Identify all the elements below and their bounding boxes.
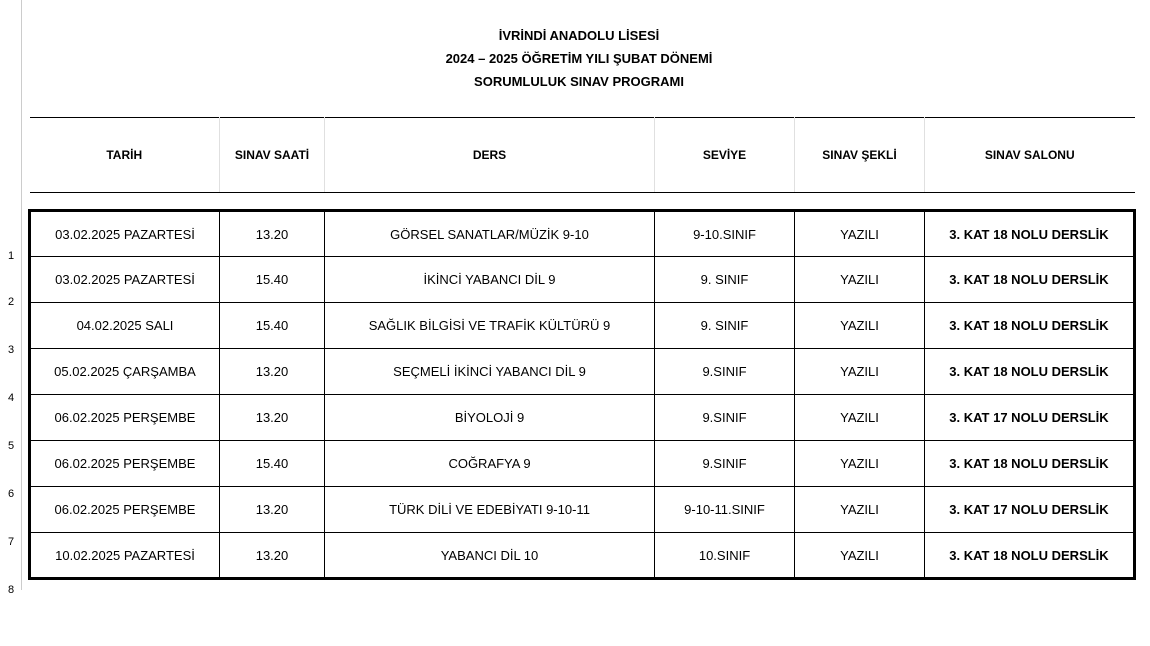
table-row: 06.02.2025 PERŞEMBE 15.40 COĞRAFYA 9 9.S… — [30, 441, 1135, 487]
document-content: İVRİNDİ ANADOLU LİSESİ 2024 – 2025 ÖĞRET… — [28, 10, 1130, 580]
cell-date: 04.02.2025 SALI — [30, 303, 220, 349]
cell-time: 13.20 — [220, 395, 325, 441]
cell-course: BİYOLOJİ 9 — [325, 395, 655, 441]
cell-room: 3. KAT 18 NOLU DERSLİK — [925, 303, 1135, 349]
cell-room: 3. KAT 18 NOLU DERSLİK — [925, 257, 1135, 303]
cell-type: YAZILI — [795, 257, 925, 303]
cell-course: SEÇMELİ İKİNCİ YABANCI DİL 9 — [325, 349, 655, 395]
cell-room: 3. KAT 18 NOLU DERSLİK — [925, 441, 1135, 487]
cell-type: YAZILI — [795, 349, 925, 395]
spacer-row — [30, 193, 1135, 211]
cell-time: 15.40 — [220, 303, 325, 349]
academic-year: 2024 – 2025 ÖĞRETİM YILI ŞUBAT DÖNEMİ — [28, 51, 1130, 66]
row-number: 3 — [0, 344, 22, 356]
cell-time: 15.40 — [220, 441, 325, 487]
cell-type: YAZILI — [795, 211, 925, 257]
cell-type: YAZILI — [795, 487, 925, 533]
cell-date: 03.02.2025 PAZARTESİ — [30, 211, 220, 257]
table-row: 03.02.2025 PAZARTESİ 13.20 GÖRSEL SANATL… — [30, 211, 1135, 257]
row-number: 7 — [0, 536, 22, 548]
cell-course: SAĞLIK BİLGİSİ VE TRAFİK KÜLTÜRÜ 9 — [325, 303, 655, 349]
cell-room: 3. KAT 18 NOLU DERSLİK — [925, 533, 1135, 579]
col-header-room: SINAV SALONU — [925, 118, 1135, 193]
cell-course: YABANCI DİL 10 — [325, 533, 655, 579]
row-number: 1 — [0, 250, 22, 262]
table-row: 04.02.2025 SALI 15.40 SAĞLIK BİLGİSİ VE … — [30, 303, 1135, 349]
table-row: 10.02.2025 PAZARTESİ 13.20 YABANCI DİL 1… — [30, 533, 1135, 579]
col-header-type: SINAV ŞEKLİ — [795, 118, 925, 193]
col-header-time: SINAV SAATİ — [220, 118, 325, 193]
cell-time: 13.20 — [220, 487, 325, 533]
cell-course: İKİNCİ YABANCI DİL 9 — [325, 257, 655, 303]
cell-course: GÖRSEL SANATLAR/MÜZİK 9-10 — [325, 211, 655, 257]
cell-level: 9.SINIF — [655, 441, 795, 487]
cell-course: TÜRK DİLİ VE EDEBİYATI 9-10-11 — [325, 487, 655, 533]
cell-date: 03.02.2025 PAZARTESİ — [30, 257, 220, 303]
document-header: İVRİNDİ ANADOLU LİSESİ 2024 – 2025 ÖĞRET… — [28, 10, 1130, 117]
table-row: 06.02.2025 PERŞEMBE 13.20 TÜRK DİLİ VE E… — [30, 487, 1135, 533]
program-title: SORUMLULUK SINAV PROGRAMI — [28, 74, 1130, 89]
row-number: 6 — [0, 488, 22, 500]
table-body: 03.02.2025 PAZARTESİ 13.20 GÖRSEL SANATL… — [30, 211, 1135, 579]
cell-level: 9-10-11.SINIF — [655, 487, 795, 533]
row-number: 5 — [0, 440, 22, 452]
table-row: 06.02.2025 PERŞEMBE 13.20 BİYOLOJİ 9 9.S… — [30, 395, 1135, 441]
cell-time: 13.20 — [220, 533, 325, 579]
table-row: 05.02.2025 ÇARŞAMBA 13.20 SEÇMELİ İKİNCİ… — [30, 349, 1135, 395]
row-number: 4 — [0, 392, 22, 404]
col-header-course: DERS — [325, 118, 655, 193]
cell-type: YAZILI — [795, 303, 925, 349]
cell-level: 9-10.SINIF — [655, 211, 795, 257]
cell-type: YAZILI — [795, 533, 925, 579]
cell-time: 13.20 — [220, 349, 325, 395]
cell-room: 3. KAT 18 NOLU DERSLİK — [925, 349, 1135, 395]
row-number: 8 — [0, 584, 22, 596]
cell-room: 3. KAT 17 NOLU DERSLİK — [925, 395, 1135, 441]
row-number-gutter: 1 2 3 4 5 6 7 8 — [0, 0, 22, 590]
cell-type: YAZILI — [795, 441, 925, 487]
table-row: 03.02.2025 PAZARTESİ 15.40 İKİNCİ YABANC… — [30, 257, 1135, 303]
cell-time: 15.40 — [220, 257, 325, 303]
cell-date: 10.02.2025 PAZARTESİ — [30, 533, 220, 579]
cell-date: 06.02.2025 PERŞEMBE — [30, 441, 220, 487]
cell-level: 9.SINIF — [655, 349, 795, 395]
cell-level: 9. SINIF — [655, 257, 795, 303]
cell-time: 13.20 — [220, 211, 325, 257]
table-header-row: TARİH SINAV SAATİ DERS SEVİYE SINAV ŞEKL… — [30, 118, 1135, 193]
row-number: 2 — [0, 296, 22, 308]
cell-level: 9.SINIF — [655, 395, 795, 441]
cell-level: 10.SINIF — [655, 533, 795, 579]
cell-type: YAZILI — [795, 395, 925, 441]
cell-room: 3. KAT 17 NOLU DERSLİK — [925, 487, 1135, 533]
col-header-date: TARİH — [30, 118, 220, 193]
exam-schedule-table: TARİH SINAV SAATİ DERS SEVİYE SINAV ŞEKL… — [28, 117, 1136, 580]
cell-date: 05.02.2025 ÇARŞAMBA — [30, 349, 220, 395]
cell-date: 06.02.2025 PERŞEMBE — [30, 395, 220, 441]
cell-date: 06.02.2025 PERŞEMBE — [30, 487, 220, 533]
spreadsheet-document: 1 2 3 4 5 6 7 8 İVRİNDİ ANADOLU LİSESİ 2… — [0, 0, 1150, 590]
col-header-level: SEVİYE — [655, 118, 795, 193]
cell-level: 9. SINIF — [655, 303, 795, 349]
school-name: İVRİNDİ ANADOLU LİSESİ — [28, 28, 1130, 43]
cell-course: COĞRAFYA 9 — [325, 441, 655, 487]
cell-room: 3. KAT 18 NOLU DERSLİK — [925, 211, 1135, 257]
